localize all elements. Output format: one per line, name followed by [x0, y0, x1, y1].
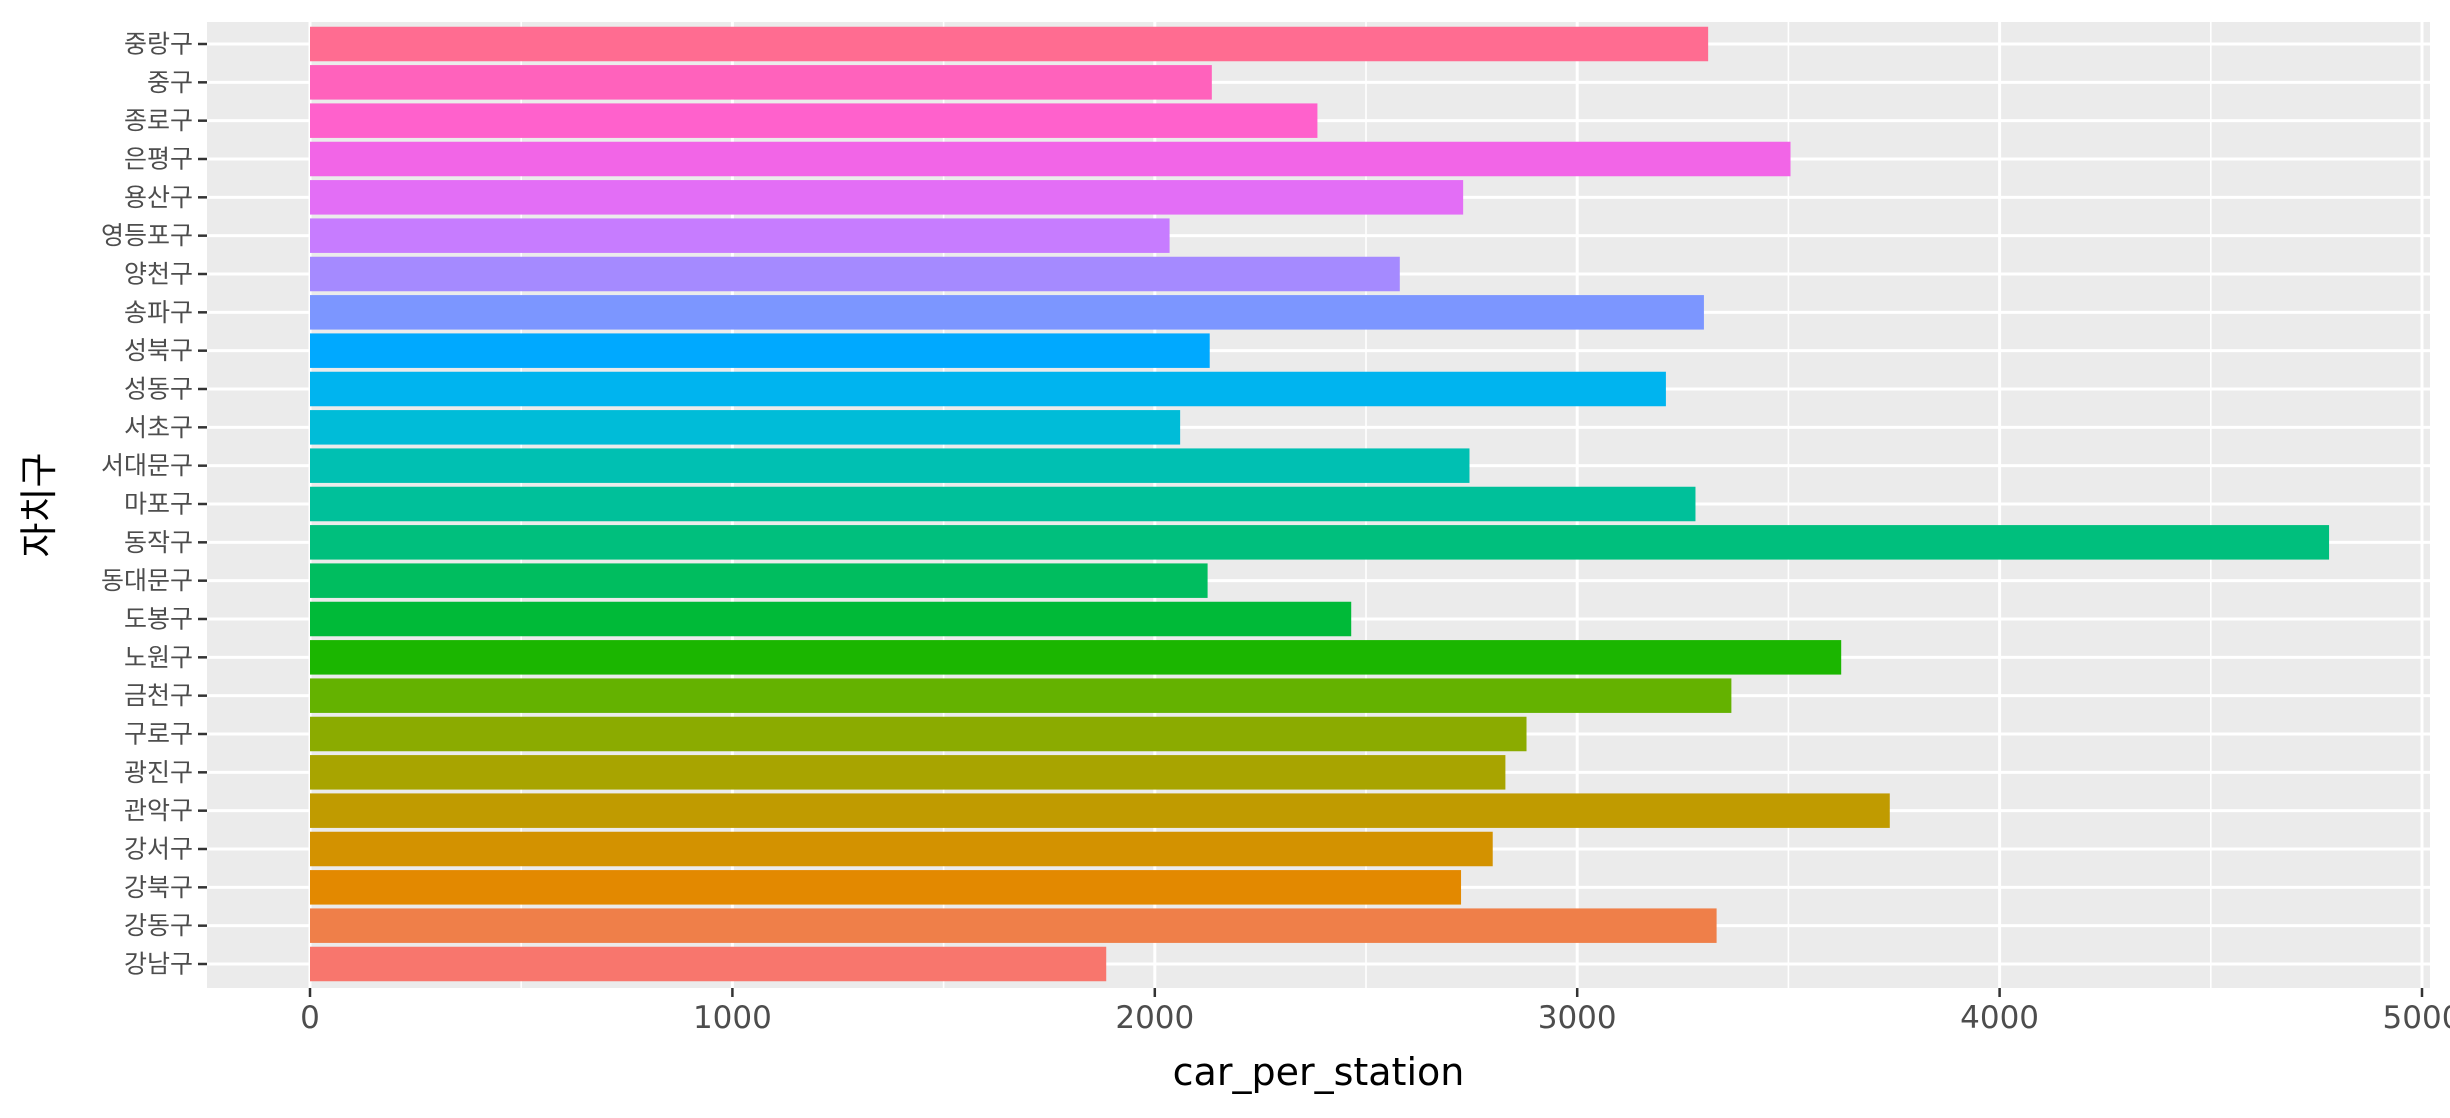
- y-tick-label: 도봉구: [124, 605, 193, 634]
- y-tick-label: 성동구: [124, 375, 193, 404]
- bar-강북구: [310, 870, 1462, 905]
- bar-성북구: [310, 333, 1210, 368]
- bar-금천구: [310, 678, 1732, 713]
- y-axis: 강남구 강동구 강북구 강서구 관악구 광진구 구로구 금천구 노원구 도봉구 동대문구 동작구 마포구…: [101, 30, 207, 979]
- x-tick-label: 0: [300, 1000, 320, 1036]
- y-tick-label: 관악구: [124, 796, 193, 825]
- y-tick-label: 서초구: [124, 413, 193, 442]
- x-axis: 0 1000 2000 3000 4000 5000: [300, 988, 2450, 1036]
- y-tick-label: 광진구: [124, 758, 193, 787]
- x-tick-label: 3000: [1538, 1000, 1617, 1036]
- bar-광진구: [310, 755, 1506, 790]
- bar-은평구: [310, 141, 1791, 177]
- y-axis-title: 자치구: [17, 453, 61, 558]
- x-tick-label: 2000: [1115, 1000, 1194, 1036]
- bar-종로구: [310, 103, 1318, 138]
- bar-중구: [310, 65, 1212, 100]
- y-tick-label: 서대문구: [101, 451, 193, 480]
- y-tick-label: 송파구: [124, 298, 193, 327]
- x-tick-label: 1000: [693, 1000, 772, 1036]
- bar-성동구: [310, 371, 1666, 407]
- y-tick-label: 은평구: [124, 145, 193, 174]
- bar-양천구: [310, 256, 1400, 292]
- bar-동작구: [310, 525, 2330, 560]
- y-tick-label: 마포구: [124, 490, 193, 519]
- bar-마포구: [310, 486, 1696, 522]
- bar-영등포구: [310, 218, 1170, 253]
- bars: [310, 26, 2330, 982]
- x-tick-label: 4000: [1960, 1000, 2039, 1036]
- bar-중랑구: [310, 26, 1709, 62]
- bar-용산구: [310, 180, 1464, 215]
- y-tick-label: 중구: [147, 68, 193, 97]
- y-tick-label: 용산구: [124, 183, 193, 212]
- bar-관악구: [310, 793, 1890, 828]
- bar-강남구: [310, 946, 1107, 982]
- bar-강동구: [310, 908, 1717, 943]
- bar-서초구: [310, 410, 1181, 445]
- y-tick-label: 중랑구: [124, 30, 193, 59]
- y-tick-label: 구로구: [124, 720, 193, 749]
- y-tick-label: 노원구: [124, 643, 193, 672]
- y-tick-label: 동대문구: [101, 566, 193, 595]
- bar-동대문구: [310, 563, 1208, 598]
- y-tick-label: 종로구: [124, 106, 193, 135]
- y-tick-label: 강동구: [124, 911, 193, 940]
- y-tick-label: 영등포구: [101, 221, 193, 250]
- bar-송파구: [310, 295, 1704, 330]
- y-tick-label: 강남구: [124, 950, 193, 979]
- bar-서대문구: [310, 448, 1470, 483]
- bar-도봉구: [310, 601, 1352, 637]
- y-tick-label: 양천구: [124, 260, 193, 289]
- y-tick-label: 성북구: [124, 336, 193, 365]
- x-tick-label: 5000: [2383, 1000, 2450, 1036]
- y-tick-label: 강북구: [124, 873, 193, 902]
- y-tick-label: 동작구: [124, 528, 193, 557]
- y-tick-label: 강서구: [124, 835, 193, 864]
- bar-구로구: [310, 716, 1527, 752]
- x-axis-title: car_per_station: [1173, 1050, 1465, 1094]
- bar-강서구: [310, 831, 1493, 867]
- y-tick-label: 금천구: [124, 681, 193, 710]
- bar-노원구: [310, 640, 1842, 675]
